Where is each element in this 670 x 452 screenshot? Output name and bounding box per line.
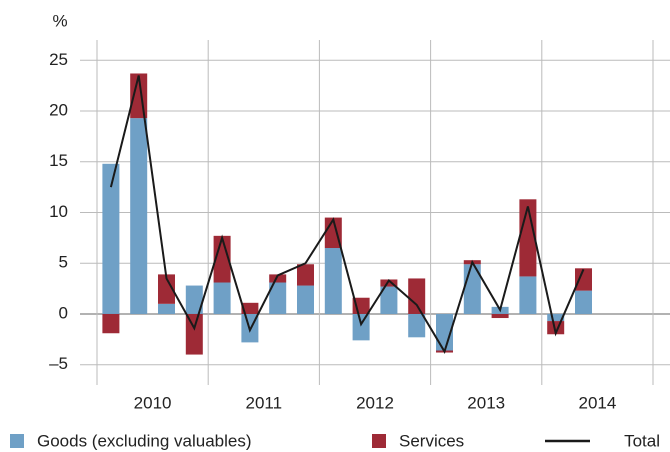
y-tick-label: 15 <box>49 151 68 170</box>
bar <box>130 118 148 314</box>
bar <box>213 282 231 314</box>
bar <box>269 274 287 283</box>
bar <box>297 285 314 314</box>
bar <box>519 276 537 314</box>
legend-swatch <box>372 434 386 448</box>
bar <box>241 302 259 314</box>
legend-label: Goods (excluding valuables) <box>37 431 252 450</box>
y-tick-label: 25 <box>49 50 68 69</box>
bar <box>324 248 342 314</box>
bar <box>547 313 565 322</box>
bar <box>158 303 175 314</box>
x-group-label: 2013 <box>467 393 505 412</box>
bar <box>158 274 175 304</box>
bar <box>185 285 203 314</box>
bar <box>491 313 509 319</box>
bar <box>436 313 453 351</box>
bar <box>575 268 592 291</box>
legend-swatch <box>10 434 24 448</box>
bar <box>408 278 426 314</box>
bar <box>102 163 120 314</box>
bar <box>380 286 398 314</box>
legend-label: Services <box>399 431 464 450</box>
x-group-label: 2012 <box>356 393 394 412</box>
y-axis-label: % <box>52 11 67 30</box>
bar <box>213 235 231 283</box>
x-group-label: 2010 <box>134 393 172 412</box>
y-tick-label: 5 <box>59 253 68 272</box>
x-group-label: 2014 <box>578 393 616 412</box>
y-tick-label: 10 <box>49 202 68 221</box>
x-group-label: 2011 <box>246 393 283 412</box>
bar <box>408 313 426 338</box>
bar <box>352 313 370 341</box>
bar <box>575 290 592 314</box>
legend-label: Total <box>624 431 660 450</box>
bar <box>269 282 287 314</box>
line <box>109 75 585 354</box>
bar <box>185 313 203 355</box>
y-tick-label: 20 <box>49 101 68 120</box>
bar <box>380 279 398 287</box>
y-tick-label: 0 <box>59 303 68 322</box>
bar <box>297 264 314 286</box>
y-tick-label: –5 <box>49 354 68 373</box>
bar <box>102 313 120 334</box>
